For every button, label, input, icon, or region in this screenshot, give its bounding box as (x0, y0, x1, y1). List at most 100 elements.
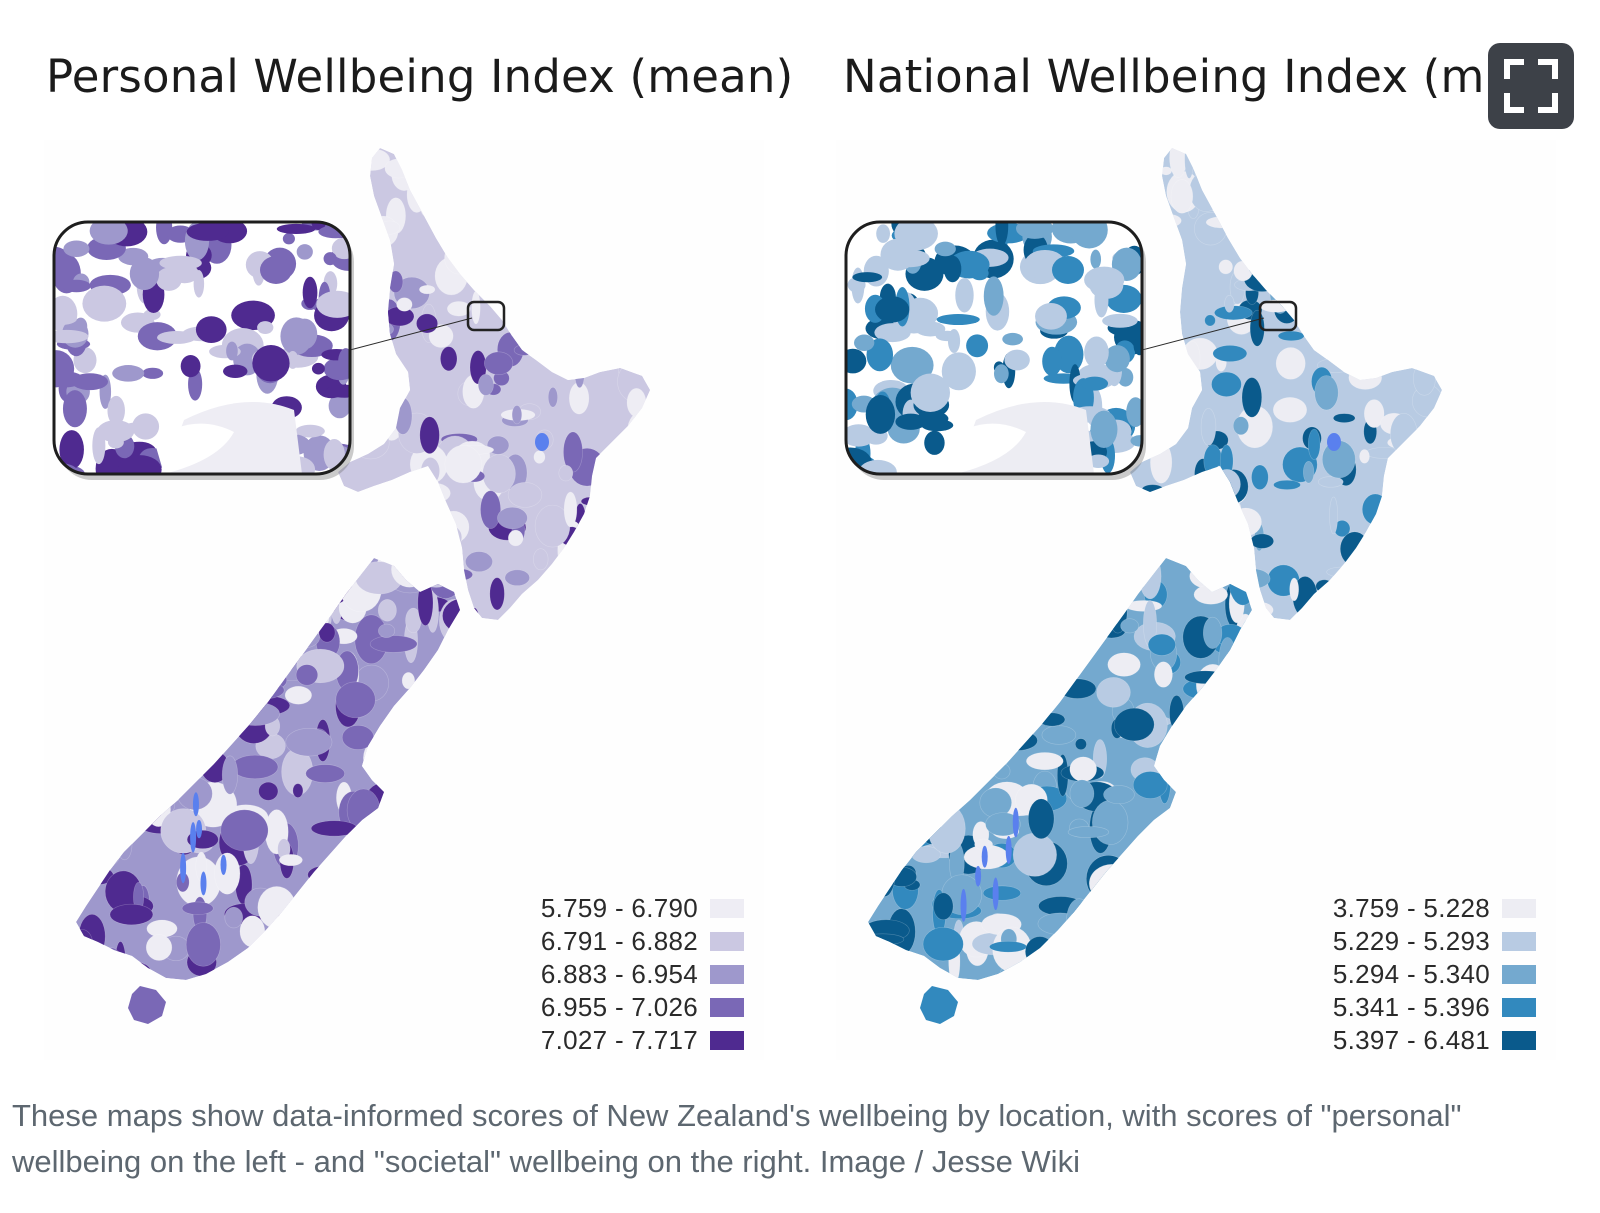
inset-frame (844, 220, 1144, 476)
region (1319, 287, 1346, 314)
legend-label: 3.759 - 5.228 (1332, 893, 1490, 923)
region (605, 471, 629, 505)
region (638, 262, 650, 280)
region (419, 686, 460, 729)
region (1125, 600, 1163, 612)
legend-row: 6.955 - 7.026 (541, 991, 744, 1024)
region (285, 575, 301, 603)
region (253, 558, 283, 575)
region (1250, 533, 1274, 549)
region (519, 148, 554, 165)
region (581, 311, 597, 326)
region (868, 629, 882, 673)
region (139, 686, 169, 714)
region (1315, 579, 1333, 593)
inset-region (916, 411, 949, 427)
region (88, 643, 111, 660)
region (76, 558, 107, 583)
region (868, 842, 877, 886)
legend-label: 5.294 - 5.340 (1332, 959, 1490, 989)
north-island (1130, 148, 1442, 620)
inset-region (983, 276, 1004, 316)
region (295, 664, 319, 686)
region (1204, 314, 1216, 327)
region (1168, 331, 1182, 372)
region (586, 274, 615, 317)
region (997, 730, 1038, 751)
inset-region (302, 276, 318, 309)
region (406, 914, 437, 928)
region (1215, 716, 1252, 729)
region (1354, 253, 1377, 266)
region (248, 667, 268, 701)
region (141, 690, 177, 711)
region (189, 688, 203, 723)
region (641, 613, 650, 620)
region (606, 447, 631, 467)
region (1130, 529, 1145, 549)
region (1317, 476, 1344, 488)
region (1420, 579, 1435, 614)
region (1028, 798, 1055, 840)
region (1193, 584, 1228, 605)
inset-region (1002, 332, 1023, 346)
inset-region (1004, 349, 1030, 371)
inset-region (1081, 376, 1109, 391)
region (1399, 568, 1412, 588)
region (1185, 705, 1207, 730)
inset-region (854, 334, 875, 352)
inset-frame (52, 220, 352, 476)
region (391, 961, 429, 980)
region (1335, 295, 1362, 306)
region (1158, 261, 1170, 272)
region (444, 241, 474, 275)
fullscreen-button[interactable] (1488, 43, 1574, 129)
region (1193, 822, 1232, 843)
region (1369, 335, 1393, 361)
region (109, 903, 154, 926)
region (1227, 788, 1252, 800)
region (496, 162, 526, 181)
region (1118, 932, 1143, 980)
region (1410, 308, 1442, 324)
region (317, 914, 366, 942)
region (520, 230, 540, 253)
region (1329, 496, 1339, 535)
region (305, 764, 345, 783)
region (114, 941, 127, 980)
region (579, 285, 603, 327)
region (288, 627, 320, 649)
region (83, 652, 112, 673)
region (1252, 214, 1279, 256)
region (335, 681, 376, 719)
region (399, 478, 413, 501)
region (868, 856, 889, 881)
inset-region (137, 322, 177, 351)
region (364, 269, 374, 283)
region (1294, 232, 1308, 271)
region (607, 517, 625, 538)
inset-region (943, 255, 962, 283)
region (1326, 566, 1358, 578)
region (954, 731, 992, 765)
region (1292, 195, 1303, 222)
region (1243, 265, 1281, 292)
legend-row: 5.397 - 6.481 (1333, 1024, 1536, 1057)
region (887, 824, 910, 863)
region (892, 799, 918, 816)
region (419, 284, 436, 295)
lake (981, 845, 988, 868)
region (1153, 213, 1182, 228)
inset-region (1102, 313, 1138, 328)
region (1088, 863, 1136, 904)
region (413, 763, 450, 813)
region (398, 738, 429, 759)
region (97, 850, 119, 866)
region (354, 148, 390, 171)
region (1404, 501, 1430, 537)
region (1422, 198, 1439, 213)
region (487, 151, 516, 180)
region (886, 800, 916, 823)
region (497, 506, 528, 530)
inset-region (1084, 336, 1109, 369)
